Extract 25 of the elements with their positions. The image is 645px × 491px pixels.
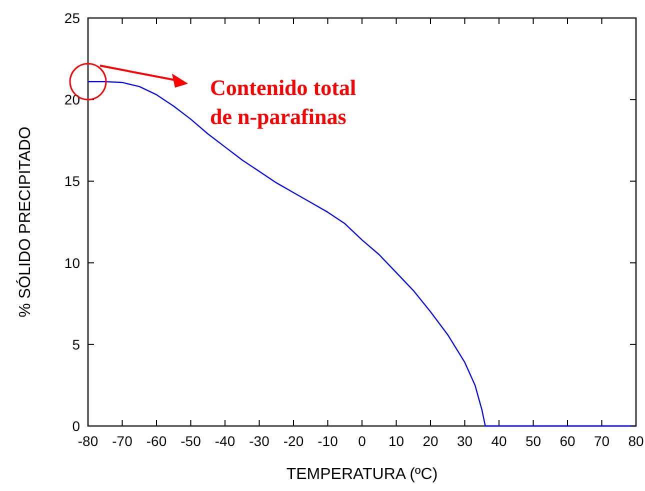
y-tick-label: 0 [72,418,80,434]
y-axis-title: % SÓLIDO PRECIPITADO [16,126,34,318]
x-tick-label: -70 [112,433,133,449]
x-tick-label: 50 [525,433,542,449]
x-tick-label: 30 [456,433,473,449]
x-tick-label: -20 [283,433,304,449]
x-tick-label: 70 [594,433,610,449]
x-tick-label: 10 [388,433,404,449]
x-tick-label: -10 [318,433,338,449]
y-tick-label: 5 [72,336,80,352]
y-tick-label: 15 [64,173,80,190]
x-tick-label: -60 [146,433,167,449]
x-tick-label: -80 [78,433,98,449]
y-tick-label: 25 [64,10,80,26]
x-tick-label: 60 [560,433,576,449]
x-tick-label: 40 [491,433,507,449]
x-tick-label: -50 [180,433,202,449]
x-tick-label: -30 [249,433,270,449]
x-tick-label: -40 [214,433,236,449]
x-tick-label: 0 [358,433,366,449]
x-tick-label: 20 [422,433,438,449]
x-axis-title: TEMPERATURA (ºC) [286,466,438,483]
annotation: Contenido total de n-parafinas [210,75,356,129]
y-tick-label: 10 [64,254,80,271]
x-tick-label: 80 [628,433,644,449]
